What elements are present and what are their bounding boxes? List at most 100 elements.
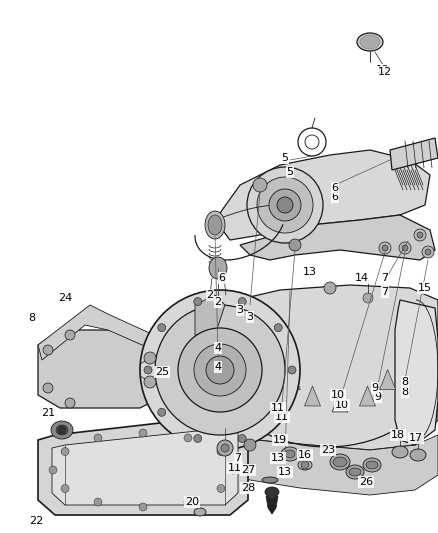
Text: 5: 5	[286, 167, 293, 177]
Circle shape	[61, 448, 69, 456]
Ellipse shape	[333, 457, 347, 467]
Text: 7: 7	[381, 287, 389, 297]
Text: 3: 3	[247, 312, 254, 322]
Text: 19: 19	[273, 435, 287, 445]
Polygon shape	[304, 386, 321, 406]
Polygon shape	[215, 435, 438, 495]
Ellipse shape	[346, 465, 364, 479]
Circle shape	[184, 434, 192, 442]
Ellipse shape	[262, 477, 278, 483]
Ellipse shape	[357, 33, 383, 51]
Text: 6: 6	[219, 273, 226, 283]
Text: 22: 22	[29, 516, 43, 526]
Circle shape	[178, 328, 262, 412]
Circle shape	[247, 167, 323, 243]
Circle shape	[217, 440, 233, 456]
Text: 4: 4	[215, 362, 222, 372]
Text: 6: 6	[332, 183, 339, 193]
Circle shape	[144, 366, 152, 374]
Text: 10: 10	[335, 400, 349, 410]
Text: 13: 13	[278, 467, 292, 477]
Ellipse shape	[349, 468, 361, 476]
Text: 16: 16	[298, 450, 312, 460]
Circle shape	[274, 408, 282, 416]
Ellipse shape	[281, 447, 299, 461]
Circle shape	[288, 366, 296, 374]
Text: 9: 9	[371, 383, 378, 393]
Circle shape	[194, 434, 202, 442]
Circle shape	[289, 239, 301, 251]
Circle shape	[253, 178, 267, 192]
Ellipse shape	[209, 257, 227, 279]
Circle shape	[301, 461, 309, 469]
Text: 8: 8	[28, 313, 35, 323]
Text: 28: 28	[241, 483, 255, 493]
Circle shape	[43, 345, 53, 355]
Circle shape	[65, 398, 75, 408]
Circle shape	[139, 503, 147, 511]
Circle shape	[324, 282, 336, 294]
Text: 2: 2	[206, 290, 214, 300]
Circle shape	[414, 229, 426, 241]
Text: 6: 6	[332, 192, 339, 202]
Circle shape	[363, 293, 373, 303]
Circle shape	[417, 232, 423, 238]
Circle shape	[184, 498, 192, 506]
Ellipse shape	[363, 458, 381, 472]
Ellipse shape	[298, 460, 312, 470]
Circle shape	[382, 245, 388, 251]
Text: 12: 12	[376, 65, 390, 75]
Circle shape	[94, 498, 102, 506]
Polygon shape	[332, 392, 348, 412]
Text: 8: 8	[402, 387, 409, 397]
Polygon shape	[215, 150, 430, 240]
Text: 13: 13	[303, 267, 317, 277]
Circle shape	[217, 484, 225, 492]
Ellipse shape	[56, 425, 68, 435]
Text: 3: 3	[237, 305, 244, 315]
Circle shape	[274, 324, 282, 332]
Polygon shape	[284, 369, 300, 390]
Ellipse shape	[410, 449, 426, 461]
Polygon shape	[390, 138, 438, 170]
Ellipse shape	[360, 35, 380, 49]
Text: 27: 27	[241, 465, 255, 475]
Circle shape	[238, 297, 246, 305]
Text: 2: 2	[215, 297, 222, 307]
Polygon shape	[52, 428, 238, 505]
Polygon shape	[395, 300, 438, 445]
Text: 12: 12	[378, 67, 392, 77]
Text: 20: 20	[185, 497, 199, 507]
Text: 7: 7	[381, 273, 389, 283]
Polygon shape	[195, 295, 225, 335]
Ellipse shape	[285, 450, 295, 458]
Circle shape	[144, 376, 156, 388]
Circle shape	[49, 466, 57, 474]
Ellipse shape	[265, 487, 279, 497]
Circle shape	[206, 356, 234, 384]
Text: 11: 11	[228, 463, 242, 473]
Ellipse shape	[366, 461, 378, 469]
Ellipse shape	[208, 215, 222, 235]
Circle shape	[61, 484, 69, 492]
Circle shape	[58, 426, 66, 434]
Text: 13: 13	[271, 453, 285, 463]
Text: 25: 25	[155, 367, 169, 377]
Circle shape	[144, 352, 156, 364]
Circle shape	[397, 433, 403, 439]
Circle shape	[402, 245, 408, 251]
Text: 7: 7	[234, 453, 242, 463]
Circle shape	[158, 324, 166, 332]
Text: 23: 23	[321, 445, 335, 455]
Circle shape	[43, 383, 53, 393]
Circle shape	[139, 429, 147, 437]
Text: 15: 15	[418, 283, 432, 293]
Text: 4: 4	[215, 343, 222, 353]
Circle shape	[257, 177, 313, 233]
Ellipse shape	[205, 211, 225, 239]
Ellipse shape	[51, 421, 73, 439]
Circle shape	[194, 297, 202, 305]
Text: 18: 18	[391, 430, 405, 440]
Circle shape	[194, 344, 246, 396]
Circle shape	[217, 448, 225, 456]
